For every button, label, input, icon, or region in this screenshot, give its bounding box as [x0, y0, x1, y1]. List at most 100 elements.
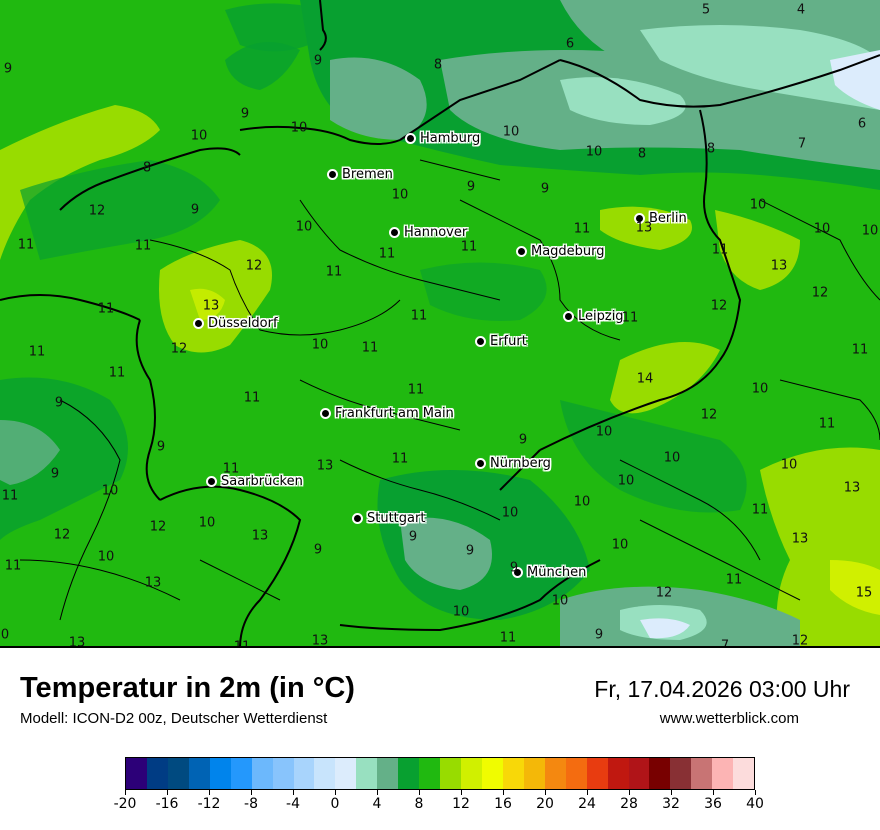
- city-marker: München: [512, 565, 586, 580]
- colorbar-segment: [126, 758, 147, 789]
- city-name: Düsseldorf: [208, 316, 278, 331]
- colorbar-segment: [209, 758, 231, 789]
- colorbar-segment: [398, 758, 420, 789]
- temperature-value: 5: [701, 2, 711, 18]
- city-name: Leipzig: [578, 309, 624, 324]
- temperature-value: 9: [50, 466, 60, 482]
- temperature-value: 9: [466, 179, 476, 195]
- city-dot-icon: [206, 476, 217, 487]
- temperature-value: 12: [53, 527, 71, 543]
- city-name: Hamburg: [420, 131, 481, 146]
- colorbar-tick: [545, 790, 546, 795]
- temperature-value: 14: [636, 371, 654, 387]
- colorbar-tick: [671, 790, 672, 795]
- temperature-value: 10: [585, 144, 603, 160]
- colorbar-segment: [523, 758, 545, 789]
- colorbar-segment: [607, 758, 629, 789]
- city-name: Stuttgart: [367, 511, 426, 526]
- colorbar-segment: [230, 758, 252, 789]
- temperature-value: 12: [811, 285, 829, 301]
- temperature-value: 9: [509, 560, 519, 576]
- temperature-value: 11: [108, 365, 126, 381]
- temperature-value: 10: [573, 494, 591, 510]
- colorbar-tick-label: 0: [330, 796, 340, 812]
- temperature-value: 10: [97, 549, 115, 565]
- colorbar-tick: [251, 790, 252, 795]
- city-marker: Hannover: [389, 225, 467, 240]
- colorbar-segment: [188, 758, 210, 789]
- city-dot-icon: [193, 318, 204, 329]
- temperature-value: 13: [68, 635, 86, 648]
- temperature-value: 12: [170, 341, 188, 357]
- colorbar-segment: [691, 758, 713, 789]
- temperature-value: 11: [751, 502, 769, 518]
- city-marker: Saarbrücken: [206, 474, 303, 489]
- temperature-value: 10: [861, 223, 879, 239]
- city-name: Berlin: [649, 211, 687, 226]
- city-name: Nürnberg: [490, 456, 551, 471]
- colorbar-tick-label: -20: [113, 796, 137, 812]
- colorbar-segment: [502, 758, 524, 789]
- city-name: Bremen: [342, 167, 393, 182]
- temperature-value: 8: [433, 57, 443, 73]
- temperature-value: 11: [134, 238, 152, 254]
- temperature-value: 10: [501, 505, 519, 521]
- city-marker: Leipzig: [563, 309, 624, 324]
- temperature-value: 11: [499, 630, 517, 646]
- city-marker: Düsseldorf: [193, 316, 278, 331]
- website-link[interactable]: www.wetterblick.com: [659, 710, 799, 727]
- city-marker: Nürnberg: [475, 456, 551, 471]
- temperature-value: 11: [621, 310, 639, 326]
- temperature-value: 10: [311, 337, 329, 353]
- colorbar-segment: [377, 758, 399, 789]
- temperature-value: 11: [407, 382, 425, 398]
- temperature-value: 15: [855, 585, 873, 601]
- city-marker: Erfurt: [475, 334, 527, 349]
- colorbar-tick: [419, 790, 420, 795]
- colorbar-tick: [167, 790, 168, 795]
- temperature-value: 9: [54, 395, 64, 411]
- colorbar-tick: [377, 790, 378, 795]
- temperature-value: 11: [460, 239, 478, 255]
- temperature-value: 11: [851, 342, 869, 358]
- city-dot-icon: [475, 458, 486, 469]
- temperature-value: 11: [818, 416, 836, 432]
- temperature-value: 7: [797, 136, 807, 152]
- temperature-value: 10: [751, 381, 769, 397]
- temperature-value: 9: [156, 439, 166, 455]
- temperature-value: 8: [637, 146, 647, 162]
- colorbar-tick-label: 4: [372, 796, 382, 812]
- temperature-value: 10: [595, 424, 613, 440]
- colorbar-tick-label: 20: [536, 796, 554, 812]
- temperature-value: 11: [28, 344, 46, 360]
- temperature-value: 10: [452, 604, 470, 620]
- city-dot-icon: [563, 311, 574, 322]
- temperature-value: 10: [813, 221, 831, 237]
- temperature-value: 12: [700, 407, 718, 423]
- colorbar-segment: [481, 758, 503, 789]
- city-dot-icon: [634, 213, 645, 224]
- temperature-value: 9: [465, 543, 475, 559]
- temperature-field: [0, 0, 880, 646]
- temperature-colorbar: [125, 757, 755, 790]
- temperature-value: 11: [391, 451, 409, 467]
- temperature-value: 10: [295, 219, 313, 235]
- temperature-value: 11: [410, 308, 428, 324]
- temperature-value: 11: [17, 237, 35, 253]
- colorbar-tick: [461, 790, 462, 795]
- colorbar-tick: [335, 790, 336, 795]
- temperature-value: 12: [710, 298, 728, 314]
- colorbar-segment: [733, 758, 755, 789]
- city-name: Frankfurt am Main: [335, 406, 454, 421]
- temperature-value: 11: [97, 301, 115, 317]
- city-dot-icon: [352, 513, 363, 524]
- temperature-value: 10: [780, 457, 798, 473]
- colorbar-segment: [167, 758, 189, 789]
- temperature-value: 10: [749, 197, 767, 213]
- temperature-value: 10: [198, 515, 216, 531]
- colorbar-tick-label: 36: [704, 796, 722, 812]
- colorbar-tick-label: -4: [286, 796, 300, 812]
- colorbar-segment: [628, 758, 650, 789]
- temperature-value: 13: [770, 258, 788, 274]
- colorbar-segment: [335, 758, 357, 789]
